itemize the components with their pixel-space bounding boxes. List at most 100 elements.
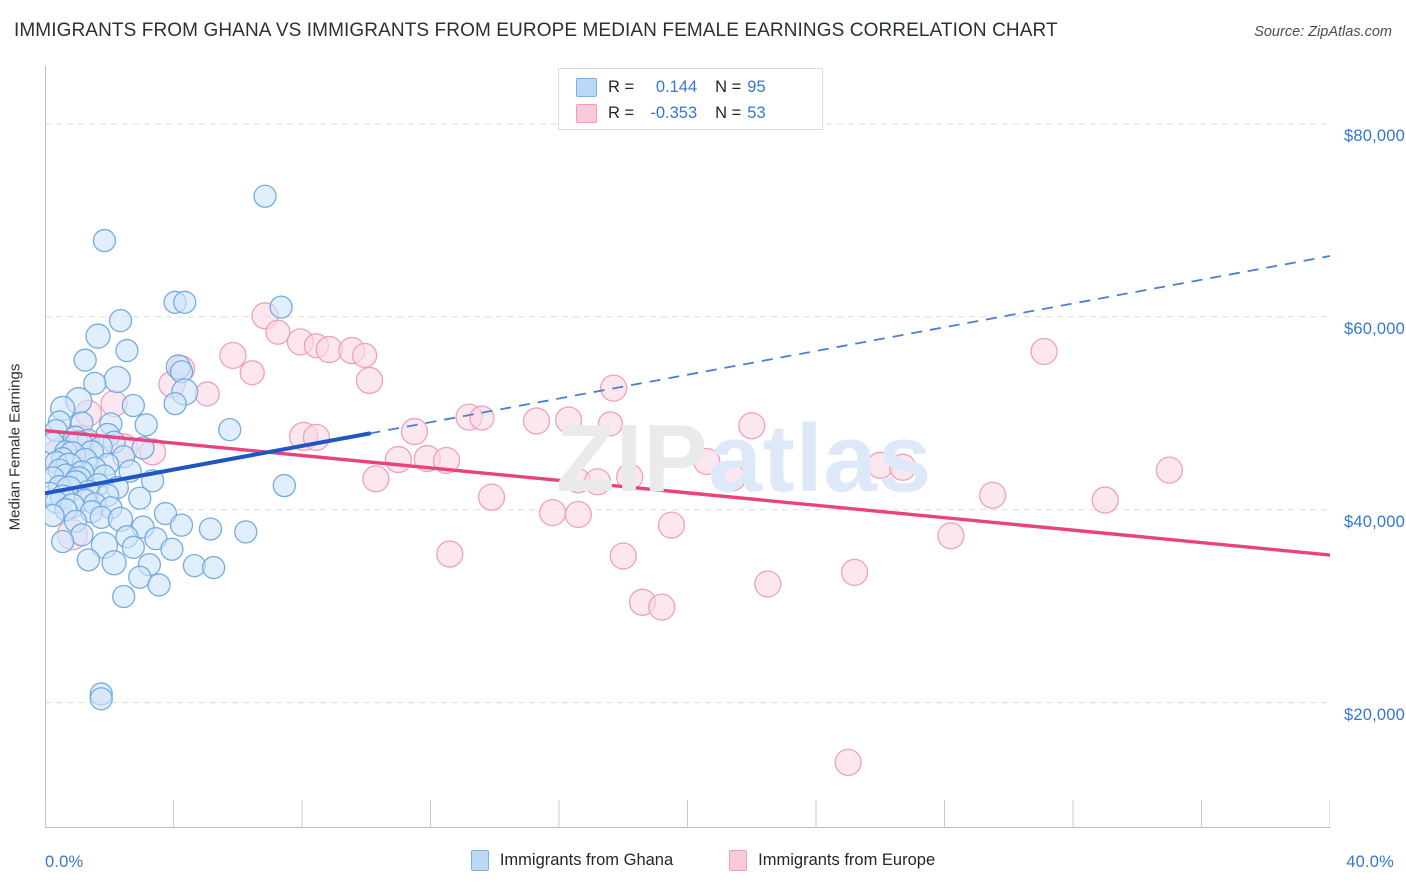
data-point [362,465,390,493]
correlation-stats-legend: R = 0.144 N = 95 R = -0.353 N = 53 [558,68,823,130]
legend-swatch-blue-icon [576,77,597,97]
legend-item-europe[interactable]: Immigrants from Europe [729,850,935,871]
data-point [657,511,686,539]
y-axis-tick-label: $20,000 [1344,705,1406,724]
data-point [351,342,378,369]
legend-marker-ghana-icon [470,850,489,871]
data-point [112,584,136,609]
legend-label-europe: Immigrants from Europe [758,851,936,869]
data-point [182,553,207,578]
y-axis-tick-label: $60,000 [1344,319,1406,338]
data-point [108,308,133,333]
data-point [163,391,187,416]
data-point [51,529,75,554]
data-point [400,417,429,446]
x-axis-tick-min: 0.0% [45,853,84,871]
data-point [73,348,97,372]
y-axis-tick-label: $80,000 [1344,126,1406,145]
data-point [1030,337,1058,366]
data-point [101,550,127,576]
data-point [597,411,624,437]
data-point [134,413,158,437]
data-point [234,520,258,544]
data-point [253,184,277,208]
data-point [115,338,139,363]
data-point [272,473,296,498]
legend-marker-europe-icon [729,850,748,871]
x-axis-tick-max: 40.0% [1346,853,1394,871]
r-label-ghana: R = [608,77,635,96]
data-point [219,341,247,370]
trendline-europe [45,428,1330,557]
n-label-europe: N = [715,103,742,122]
data-point [89,687,113,711]
n-label-ghana: N = [715,77,742,96]
data-point [121,393,145,418]
page-title: IMMIGRANTS FROM GHANA VS IMMIGRANTS FROM… [14,20,1058,41]
plot-area: Median Female Earnings $80,000 $60,000 $40… [7,66,1405,828]
trendline-ghana-dashed [369,255,1330,435]
data-point [169,513,194,537]
data-point [153,501,178,526]
legend-label-ghana: Immigrants from Ghana [499,851,674,869]
data-point [198,517,223,541]
data-point [160,537,184,561]
data-point [834,748,862,777]
source-attribution: Source: ZipAtlas.com [1254,24,1392,40]
data-point [840,558,869,587]
stats-row-europe: R = -0.353 N = 53 [559,100,822,126]
data-point [609,542,637,570]
data-point [937,522,965,550]
data-point [718,464,747,492]
data-point [45,503,65,528]
data-point [85,323,111,349]
data-point [92,228,117,253]
data-point [1155,456,1184,484]
series-points-ghana [45,184,296,711]
data-point [738,412,766,440]
data-point [564,500,592,529]
data-point [144,526,168,551]
data-point [147,573,171,597]
data-point [754,570,782,598]
data-point [239,360,265,386]
scatter-svg [45,66,1330,828]
data-point [128,486,152,510]
data-point [648,593,676,621]
data-point [173,290,197,314]
data-point [979,481,1007,509]
data-point [218,417,242,442]
data-point [477,483,506,511]
data-point [469,405,495,431]
data-point [889,453,917,481]
n-value-europe: 53 [747,103,766,122]
data-point [538,498,567,527]
data-point [269,295,293,319]
data-point [121,535,145,559]
trendline-ghana-solid [45,431,372,496]
data-point [76,548,101,572]
y-axis-label: Median Female Earnings [6,363,24,531]
data-point [432,446,461,475]
legend-swatch-pink-icon [576,103,597,123]
legend-item-ghana[interactable]: Immigrants from Ghana [470,850,674,871]
r-label-europe: R = [608,103,635,122]
r-value-ghana: 0.144 [655,77,698,96]
data-point [103,365,131,394]
stats-row-ghana: R = 0.144 N = 95 [559,74,822,100]
data-point [436,540,464,568]
data-point [355,366,384,395]
data-point [202,555,226,580]
series-legend: Immigrants from Ghana Immigrants from Eu… [0,850,1406,871]
data-point [265,319,291,345]
data-point [616,463,644,491]
r-value-europe: -0.353 [650,103,698,122]
data-point [522,407,551,435]
data-point [83,371,107,395]
data-point [554,406,583,434]
data-point [1091,486,1119,514]
data-point [131,436,155,460]
data-point [384,445,413,474]
y-axis-tick-label: $40,000 [1344,512,1406,531]
